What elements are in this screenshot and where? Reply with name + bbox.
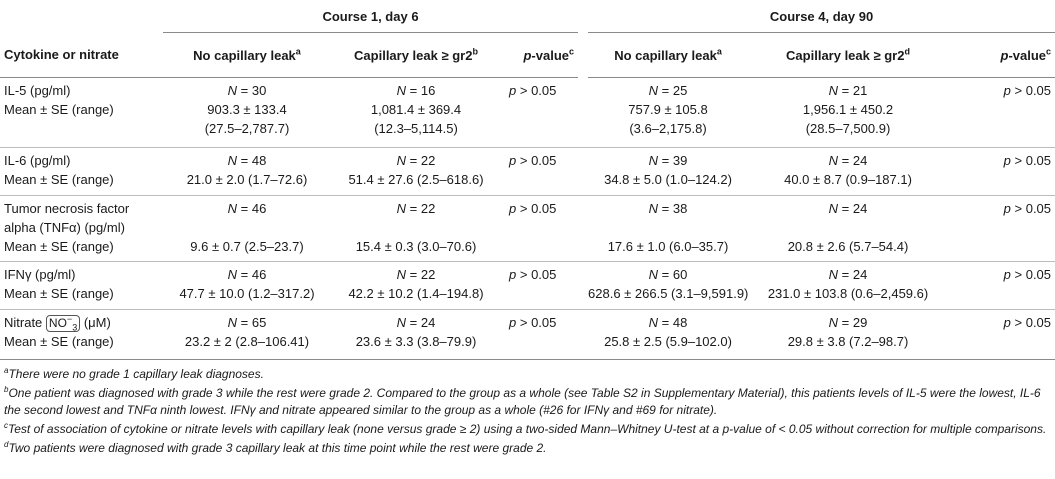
footnote-d: dTwo patients were diagnosed with grade … — [4, 440, 547, 456]
cell-c1-pvalue: p > 0.05 — [501, 195, 579, 262]
cell-c4-pvalue: p > 0.05 — [948, 195, 1055, 262]
cell-c1-leak: N = 24 23.6 ± 3.3 (3.8–79.9) — [331, 309, 501, 360]
cell-c4-leak: N = 29 29.8 ± 3.8 (7.2–98.7) — [748, 309, 949, 360]
cell-c4-leak: N = 24 40.0 ± 8.7 (0.9–187.1) — [748, 147, 949, 196]
cytokine-table: Course 1, day 6 Course 4, day 90 Cytokin… — [0, 0, 1055, 360]
cell-c4-no-leak: N = 25 757.9 ± 105.8 (3.6–2,175.8) — [588, 77, 749, 148]
course4-header: Course 4, day 90 — [588, 0, 1055, 33]
cell-c1-no-leak: N = 46 47.7 ± 10.0 (1.2–317.2) — [163, 261, 331, 310]
row-label: IL-6 (pg/ml) Mean ± SE (range) — [0, 147, 163, 196]
col-c1-no-leak: No capillary leaka — [163, 32, 331, 78]
nitrate-formula: NO−3 — [45, 315, 81, 332]
cell-c4-no-leak: N = 38 17.6 ± 1.0 (6.0–35.7) — [588, 195, 749, 262]
course1-header: Course 1, day 6 — [163, 0, 579, 33]
course-header-row: Course 1, day 6 Course 4, day 90 — [0, 0, 1055, 33]
cell-c1-no-leak: N = 30 903.3 ± 133.4 (27.5–2,787.7) — [163, 77, 331, 148]
cell-c1-leak: N = 22 15.4 ± 0.3 (3.0–70.6) — [331, 195, 501, 262]
cell-c1-pvalue: p > 0.05 — [501, 147, 579, 196]
cell-c4-no-leak: N = 60 628.6 ± 266.5 (3.1–9,591.9) — [588, 261, 748, 310]
cell-c4-leak: N = 21 1,956.1 ± 450.2 (28.5–7,500.9) — [748, 77, 949, 148]
cell-c1-pvalue: p > 0.05 — [501, 77, 579, 148]
cell-c1-no-leak: N = 46 9.6 ± 0.7 (2.5–23.7) — [163, 195, 331, 262]
table-row-ifng: IFNγ (pg/ml) Mean ± SE (range) N = 46 47… — [0, 261, 1055, 310]
cell-c4-pvalue: p > 0.05 — [948, 261, 1055, 310]
table-row-il6: IL-6 (pg/ml) Mean ± SE (range) N = 48 21… — [0, 147, 1055, 196]
cell-c1-pvalue: p > 0.05 — [501, 261, 579, 310]
column-header-row: Cytokine or nitrate No capillary leaka C… — [0, 32, 1055, 78]
cell-c1-no-leak: N = 48 21.0 ± 2.0 (1.7–72.6) — [163, 147, 331, 196]
footnote-b: bOne patient was diagnosed with grade 3 … — [4, 385, 1041, 418]
cell-c4-no-leak: N = 39 34.8 ± 5.0 (1.0–124.2) — [588, 147, 749, 196]
col-c4-leak: Capillary leak ≥ gr2d — [748, 32, 949, 78]
col-c1-pvalue: p-valuec — [501, 32, 579, 78]
cell-c4-pvalue: p > 0.05 — [948, 77, 1055, 148]
cell-c1-no-leak: N = 65 23.2 ± 2 (2.8–106.41) — [163, 309, 331, 360]
cell-c1-leak: N = 16 1,081.4 ± 369.4 (12.3–5,114.5) — [331, 77, 501, 148]
footnote-c: cTest of association of cytokine or nitr… — [4, 421, 1047, 437]
col-c1-leak: Capillary leak ≥ gr2b — [331, 32, 501, 78]
cell-c1-leak: N = 22 51.4 ± 27.6 (2.5–618.6) — [331, 147, 501, 196]
row-label: Tumor necrosis factor alpha (TNFα) (pg/m… — [0, 195, 163, 262]
col-cytokine: Cytokine or nitrate — [0, 32, 163, 78]
col-c4-pvalue: p-valuec — [948, 32, 1055, 78]
table-row-il5: IL-5 (pg/ml) Mean ± SE (range) N = 30 90… — [0, 77, 1055, 148]
table-row-nitrate: Nitrate NO−3 (μM) Mean ± SE (range) N = … — [0, 309, 1055, 360]
row-label: Nitrate NO−3 (μM) Mean ± SE (range) — [0, 309, 163, 360]
cell-c4-leak: N = 24 231.0 ± 103.8 (0.6–2,459.6) — [748, 261, 949, 310]
footnote-a: aThere were no grade 1 capillary leak di… — [4, 366, 264, 382]
col-c4-no-leak: No capillary leaka — [588, 32, 749, 78]
row-label: IFNγ (pg/ml) Mean ± SE (range) — [0, 261, 163, 310]
cell-c4-no-leak: N = 48 25.8 ± 2.5 (5.9–102.0) — [588, 309, 749, 360]
cell-c1-leak: N = 22 42.2 ± 10.2 (1.4–194.8) — [331, 261, 501, 310]
cell-c4-leak: N = 24 20.8 ± 2.6 (5.7–54.4) — [748, 195, 949, 262]
table-row-tnf: Tumor necrosis factor alpha (TNFα) (pg/m… — [0, 195, 1055, 262]
cell-c1-pvalue: p > 0.05 — [501, 309, 579, 360]
table-footnotes: aThere were no grade 1 capillary leak di… — [4, 366, 1049, 459]
row-label: IL-5 (pg/ml) Mean ± SE (range) — [0, 77, 163, 148]
cell-c4-pvalue: p > 0.05 — [948, 147, 1055, 196]
cell-c4-pvalue: p > 0.05 — [948, 309, 1055, 360]
